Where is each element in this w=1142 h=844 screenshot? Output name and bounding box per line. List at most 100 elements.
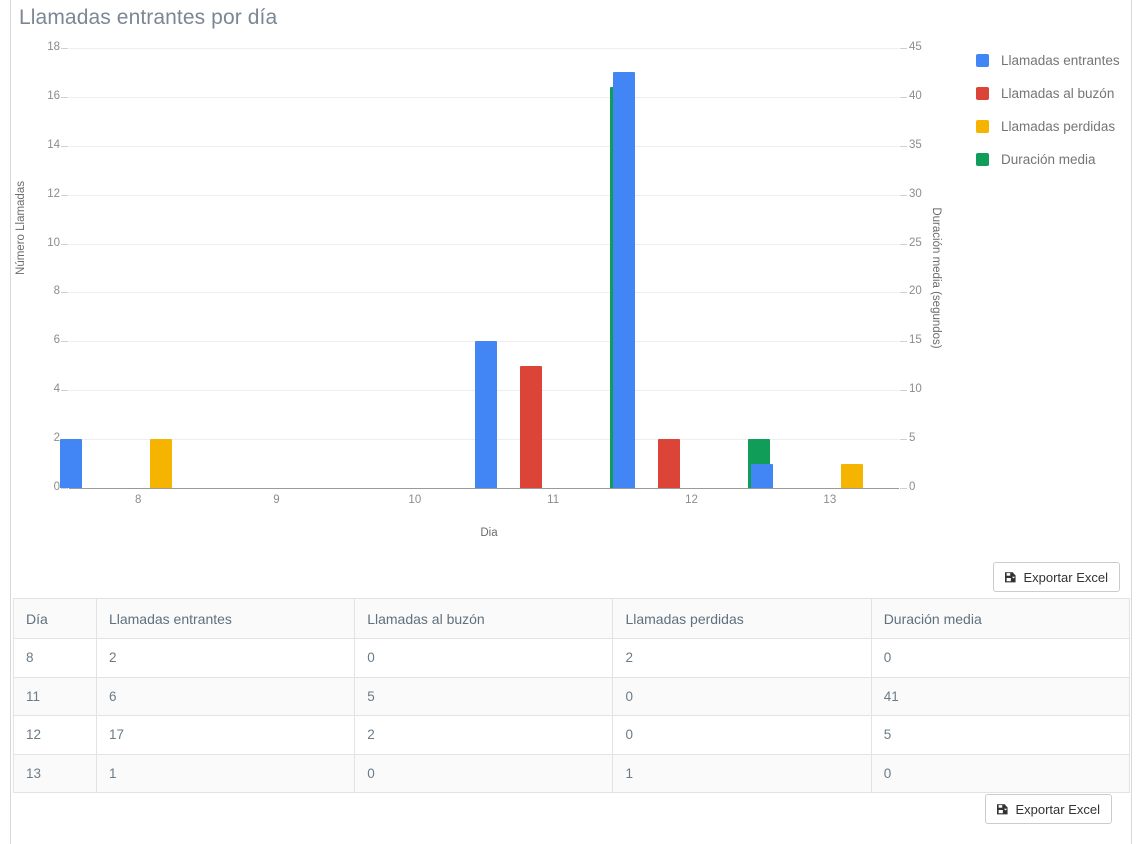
chart-bar[interactable] — [519, 365, 542, 488]
legend-color-swatch — [976, 153, 989, 166]
table-row: 13 1 0 1 0 — [13, 753, 1131, 793]
table-cell: 12 — [13, 715, 97, 755]
y-axis-tick-mark-right — [900, 243, 907, 245]
table-column-header: Llamadas perdidas — [612, 598, 872, 639]
chart-gridline — [69, 96, 899, 98]
chart-bar[interactable] — [59, 439, 82, 488]
y-axis-tick-mark-left — [61, 96, 68, 98]
y-axis-tick-left: 18 — [47, 41, 60, 53]
y-axis-tick-left: 8 — [53, 285, 60, 298]
table-body: 8 2 0 2 0 11 6 5 0 41 12 17 2 0 5 13 1 0 1 0 — [13, 638, 1131, 793]
y-axis-tick-right: 40 — [909, 89, 922, 102]
export-excel-label: Exportar Excel — [1023, 569, 1108, 585]
y-axis-tick-mark-left — [61, 488, 68, 489]
page-title: Llamadas entrantes por día — [19, 6, 278, 29]
y-axis-tick-left: 10 — [47, 236, 60, 249]
y-axis-tick-left: 0 — [53, 481, 60, 493]
y-axis-tick-mark-left — [61, 243, 68, 245]
y-axis-tick-mark-left — [61, 390, 68, 392]
y-axis-tick-mark-right — [900, 96, 907, 98]
calls-table: Día Llamadas entrantes Llamadas al buzón Ll… — [13, 598, 1131, 793]
report-panel: Llamadas entrantes por día 0 2 4 6 8 10 12 14 16… — [10, 0, 1132, 844]
chart-container: Llamadas entrantes por día 0 2 4 6 8 10 12 14 16… — [11, 0, 1133, 556]
table-cell: 0 — [870, 753, 1131, 793]
x-axis-tick-label: 10 — [408, 494, 422, 506]
table-cell: 2 — [612, 638, 872, 678]
legend-item[interactable]: Llamadas perdidas — [976, 110, 1141, 143]
x-axis-tick-label: 13 — [823, 494, 837, 506]
table-cell: 0 — [612, 715, 872, 755]
legend-color-swatch — [976, 54, 989, 67]
y-axis-tick-mark-right — [900, 488, 907, 489]
export-excel-label: Exportar Excel — [1015, 801, 1100, 817]
chart-gridline — [69, 194, 899, 196]
table-cell: 5 — [870, 715, 1131, 755]
floppy-save-icon — [997, 803, 1010, 816]
y-axis-tick-mark-right — [900, 194, 907, 196]
chart-bar[interactable] — [751, 463, 774, 488]
legend-item[interactable]: Llamadas al buzón — [976, 77, 1141, 110]
chart-bar[interactable] — [613, 72, 635, 488]
chart-gridline — [69, 488, 899, 489]
y-axis-tick-left: 16 — [47, 89, 60, 102]
table-cell: 0 — [612, 676, 872, 716]
y-axis-tick-mark-right — [900, 292, 907, 294]
table-cell: 41 — [870, 676, 1131, 716]
table-cell: 0 — [354, 753, 614, 793]
y-axis-tick-mark-right — [900, 341, 907, 343]
table-cell: 2 — [95, 638, 356, 678]
chart-bar[interactable] — [149, 439, 172, 488]
legend-item[interactable]: Duración media — [976, 143, 1141, 176]
y-axis-tick-mark-left — [61, 48, 68, 49]
y-axis-tick-right: 0 — [909, 481, 916, 493]
table-cell: 6 — [95, 676, 356, 716]
legend-color-swatch — [976, 87, 989, 100]
y-axis-tick-mark-left — [61, 292, 68, 294]
y-axis-title-right: Duración media (segundos) — [930, 207, 942, 349]
y-axis-tick-mark-right — [900, 48, 907, 49]
y-axis-title-left: Número Llamadas — [15, 181, 27, 275]
table-row: 12 17 2 0 5 — [13, 715, 1131, 755]
chart-bar[interactable] — [658, 439, 680, 488]
y-axis-tick-left: 4 — [53, 383, 60, 396]
x-axis-tick-label: 8 — [134, 494, 142, 506]
legend-item-label: Llamadas entrantes — [1001, 53, 1120, 68]
export-excel-button-top[interactable]: Exportar Excel — [993, 562, 1120, 592]
legend-color-swatch — [976, 120, 989, 133]
table-cell: 8 — [13, 638, 97, 678]
x-axis-title: Dia — [480, 527, 498, 539]
y-axis-tick-right: 10 — [909, 383, 922, 396]
legend-item[interactable]: Llamadas entrantes — [976, 44, 1141, 77]
y-axis-tick-mark-left — [61, 341, 68, 343]
table-cell: 1 — [95, 753, 356, 793]
y-axis-tick-left: 2 — [53, 432, 60, 445]
table-cell: 11 — [13, 676, 97, 716]
x-axis-tick-label: 11 — [547, 494, 560, 506]
table-header-row: Día Llamadas entrantes Llamadas al buzón Ll… — [13, 598, 1131, 639]
chart-bar[interactable] — [474, 341, 497, 488]
table-column-header: Llamadas al buzón — [354, 598, 614, 639]
chart-legend: Llamadas entrantes Llamadas al buzón Llama… — [976, 44, 1141, 176]
table-row: 11 6 5 0 41 — [13, 676, 1131, 716]
y-axis-tick-right: 5 — [909, 432, 916, 445]
y-axis-tick-right: 20 — [909, 285, 922, 298]
chart-gridline — [69, 145, 899, 147]
y-axis-tick-left: 6 — [53, 334, 60, 347]
chart-gridline — [69, 243, 899, 245]
chart-bar[interactable] — [841, 463, 864, 488]
chart-plot-area: 0 2 4 6 8 10 12 14 16 18 0 5 10 15 20 25 30 35 40 45 — [47, 41, 922, 492]
legend-item-label: Llamadas al buzón — [1001, 86, 1115, 101]
y-axis-tick-mark-right — [900, 439, 907, 441]
y-axis-tick-left: 12 — [47, 187, 60, 200]
table-column-header: Día — [13, 598, 97, 639]
legend-item-label: Duración media — [1001, 152, 1096, 167]
export-excel-button-bottom[interactable]: Exportar Excel — [985, 794, 1112, 824]
chart-gridline — [69, 292, 899, 294]
y-axis-tick-right: 15 — [909, 334, 922, 347]
y-axis-tick-left: 14 — [47, 138, 60, 151]
table-cell: 0 — [870, 638, 1131, 678]
y-axis-tick-mark-right — [900, 390, 907, 392]
table-cell: 5 — [354, 676, 614, 716]
y-axis-tick-mark-right — [900, 145, 907, 147]
table-column-header: Duración media — [870, 598, 1131, 639]
